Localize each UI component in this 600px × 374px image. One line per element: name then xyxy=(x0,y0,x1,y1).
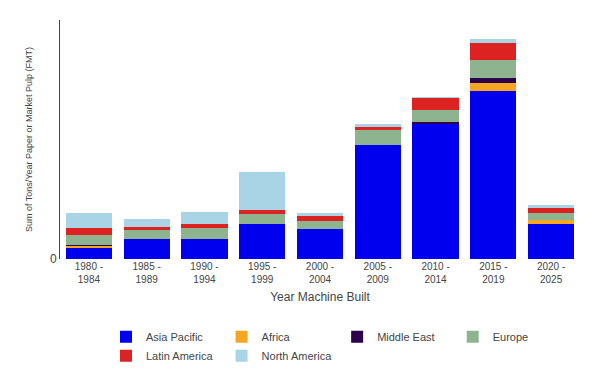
svg-text:Middle East: Middle East xyxy=(377,331,434,343)
svg-text:Year Machine Built: Year Machine Built xyxy=(270,290,370,304)
svg-text:Latin America: Latin America xyxy=(146,350,214,362)
svg-text:2000 -2004: 2000 -2004 xyxy=(306,261,334,285)
svg-text:2010 -2014: 2010 -2014 xyxy=(421,261,449,285)
svg-text:2015 -2019: 2015 -2019 xyxy=(479,261,507,285)
svg-text:Europe: Europe xyxy=(493,331,528,343)
svg-text:2005 -2009: 2005 -2009 xyxy=(364,261,392,285)
svg-text:Asia Pacific: Asia Pacific xyxy=(146,331,203,343)
svg-text:Africa: Africa xyxy=(262,331,291,343)
svg-text:0: 0 xyxy=(50,252,57,266)
svg-text:1995 -1999: 1995 -1999 xyxy=(248,261,276,285)
svg-text:1985 -1989: 1985 -1989 xyxy=(132,261,160,285)
svg-text:2020 -2025: 2020 -2025 xyxy=(537,261,565,285)
svg-text:1990 -1994: 1990 -1994 xyxy=(190,261,218,285)
svg-text:North America: North America xyxy=(262,350,333,362)
svg-text:1980 -1984: 1980 -1984 xyxy=(75,261,103,285)
svg-text:Sum of Tons/Year Paper or Mark: Sum of Tons/Year Paper or Market Pulp (F… xyxy=(24,47,34,232)
